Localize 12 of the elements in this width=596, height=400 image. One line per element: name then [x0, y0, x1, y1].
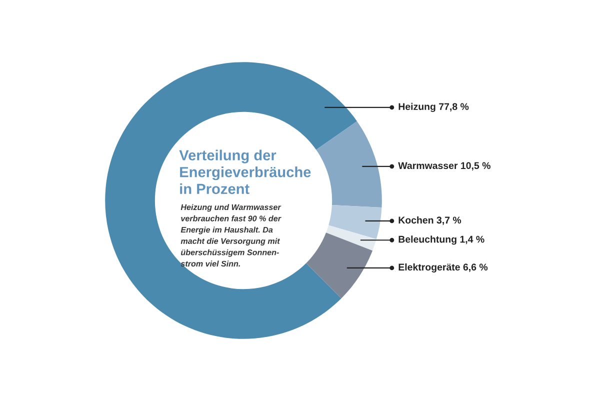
donut-slice	[326, 225, 376, 251]
slice-label: Beleuchtung 1,4 %	[398, 236, 484, 245]
slice-label: Heizung 77,8 %	[398, 102, 469, 112]
slice-label: Kochen 3,7 %	[398, 216, 462, 225]
donut-slice	[306, 232, 372, 298]
donut-slice	[316, 121, 382, 208]
text: Heizung und Warmwasser verbrauchen fast 90 % der Energie im Haushalt. Da macht die Versorgung mit überschüssigem Sonnen- strom viel Sinn.	[180, 204, 282, 267]
text: Verteilung der Energieverbräuche in Prozent	[179, 150, 311, 194]
slice-label: Elektrogeräte 6,6 %	[398, 263, 488, 273]
donut-slice	[105, 62, 357, 339]
slice-label: Warmwasser 10,5 %	[398, 162, 490, 170]
donut-slice	[328, 204, 382, 240]
